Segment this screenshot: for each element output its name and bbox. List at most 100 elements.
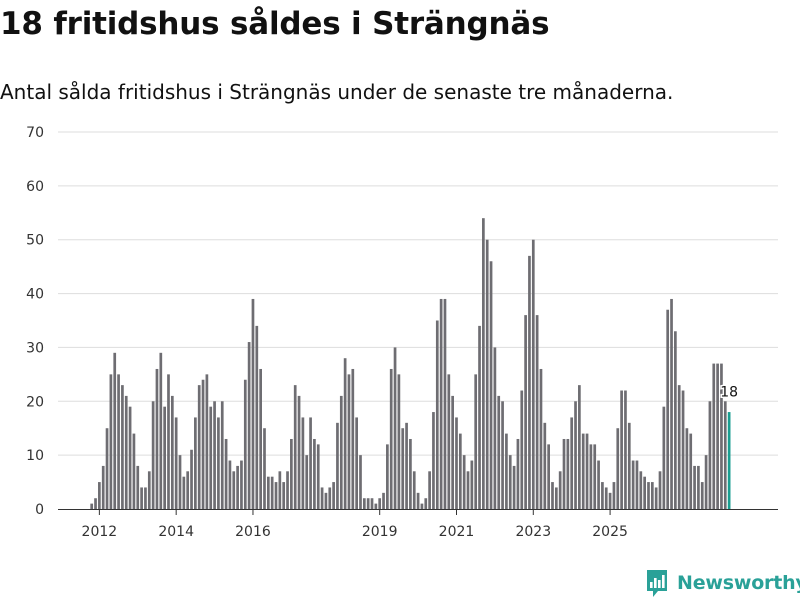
bar — [255, 325, 259, 509]
bar — [94, 498, 97, 509]
bar — [650, 482, 654, 509]
axes: 0 10 20 30 40 50 60 70 2012 2014 2016 2019 2021 2023 2… — [26, 125, 778, 540]
bar — [543, 422, 547, 509]
bar — [539, 368, 543, 509]
bar — [700, 482, 704, 509]
bar — [282, 482, 286, 509]
x-tick-label: 2012 — [82, 524, 118, 540]
bar — [224, 438, 228, 509]
bar — [339, 395, 343, 509]
bar — [520, 390, 524, 509]
bar — [455, 417, 458, 509]
bar — [501, 401, 504, 509]
chart-title: 18 fritidshus såldes i Strängnäs — [0, 6, 550, 42]
bar — [209, 406, 213, 509]
bar — [236, 465, 239, 509]
bar — [697, 465, 700, 509]
bar — [259, 368, 262, 509]
bar — [551, 482, 554, 509]
bar — [689, 433, 693, 509]
bar — [570, 417, 574, 509]
bar — [597, 460, 600, 509]
bar — [101, 465, 105, 509]
brand: Newsworthy — [645, 567, 800, 599]
bar — [217, 417, 220, 509]
bar — [643, 476, 646, 509]
bar — [132, 433, 136, 509]
bar — [113, 352, 117, 509]
bar — [558, 471, 562, 509]
bar — [631, 460, 635, 509]
bar — [301, 417, 305, 509]
bar — [362, 498, 366, 509]
bar — [117, 374, 120, 509]
bar — [324, 492, 328, 509]
bar — [336, 422, 339, 509]
grid-lines — [58, 131, 778, 456]
bar — [263, 428, 266, 509]
bar — [589, 444, 593, 509]
bar — [309, 417, 312, 509]
bar — [240, 460, 243, 509]
y-tick-label: 30 — [26, 340, 44, 356]
bar — [474, 374, 478, 509]
highlight-value-label: 18 — [720, 384, 738, 400]
bar — [531, 239, 535, 509]
bar — [351, 368, 355, 509]
bar — [704, 455, 708, 509]
bar — [205, 374, 209, 509]
bar — [447, 374, 451, 509]
bar — [516, 438, 520, 509]
bar — [163, 406, 166, 509]
y-tick-label: 50 — [26, 233, 44, 249]
highlight-bar — [727, 412, 731, 509]
bar — [151, 401, 155, 509]
bar — [443, 298, 447, 509]
bar — [389, 368, 393, 509]
bar — [290, 438, 293, 509]
bar — [612, 482, 616, 509]
bar — [186, 471, 190, 509]
bar — [228, 460, 232, 509]
bar — [167, 374, 170, 509]
bar — [190, 449, 193, 509]
bar — [466, 471, 470, 509]
bar — [278, 471, 282, 509]
bar — [535, 315, 539, 509]
bar — [478, 325, 481, 509]
chart-subtitle: Antal sålda fritidshus i Strängnäs under… — [0, 80, 674, 104]
bar — [178, 455, 182, 509]
bar — [197, 385, 201, 509]
y-tick-label: 60 — [26, 179, 44, 195]
bar — [489, 261, 493, 509]
bar — [439, 298, 443, 509]
bar — [412, 471, 416, 509]
bar — [528, 255, 531, 509]
bar — [635, 460, 639, 509]
bar — [155, 368, 159, 509]
bar — [332, 482, 335, 509]
bar — [355, 417, 358, 509]
bar — [305, 455, 309, 509]
bar — [251, 298, 255, 509]
bar — [401, 428, 405, 509]
bar — [470, 460, 474, 509]
bar — [497, 395, 501, 509]
bar — [601, 482, 604, 509]
bar — [578, 385, 581, 509]
bar — [220, 401, 224, 509]
bar — [405, 422, 408, 509]
bar — [378, 498, 382, 509]
bar — [232, 471, 236, 509]
bar — [708, 401, 712, 509]
bar — [647, 482, 650, 509]
bar-chart: 18 0 10 20 30 40 50 60 70 2012 2014 2016 2019 2021 20… — [26, 125, 778, 540]
bar — [98, 482, 101, 509]
bar — [566, 438, 570, 509]
bar — [658, 471, 662, 509]
bars: 18 — [90, 218, 740, 509]
bar — [266, 476, 270, 509]
bar — [105, 428, 109, 509]
bar — [505, 433, 508, 509]
bar — [293, 385, 297, 509]
